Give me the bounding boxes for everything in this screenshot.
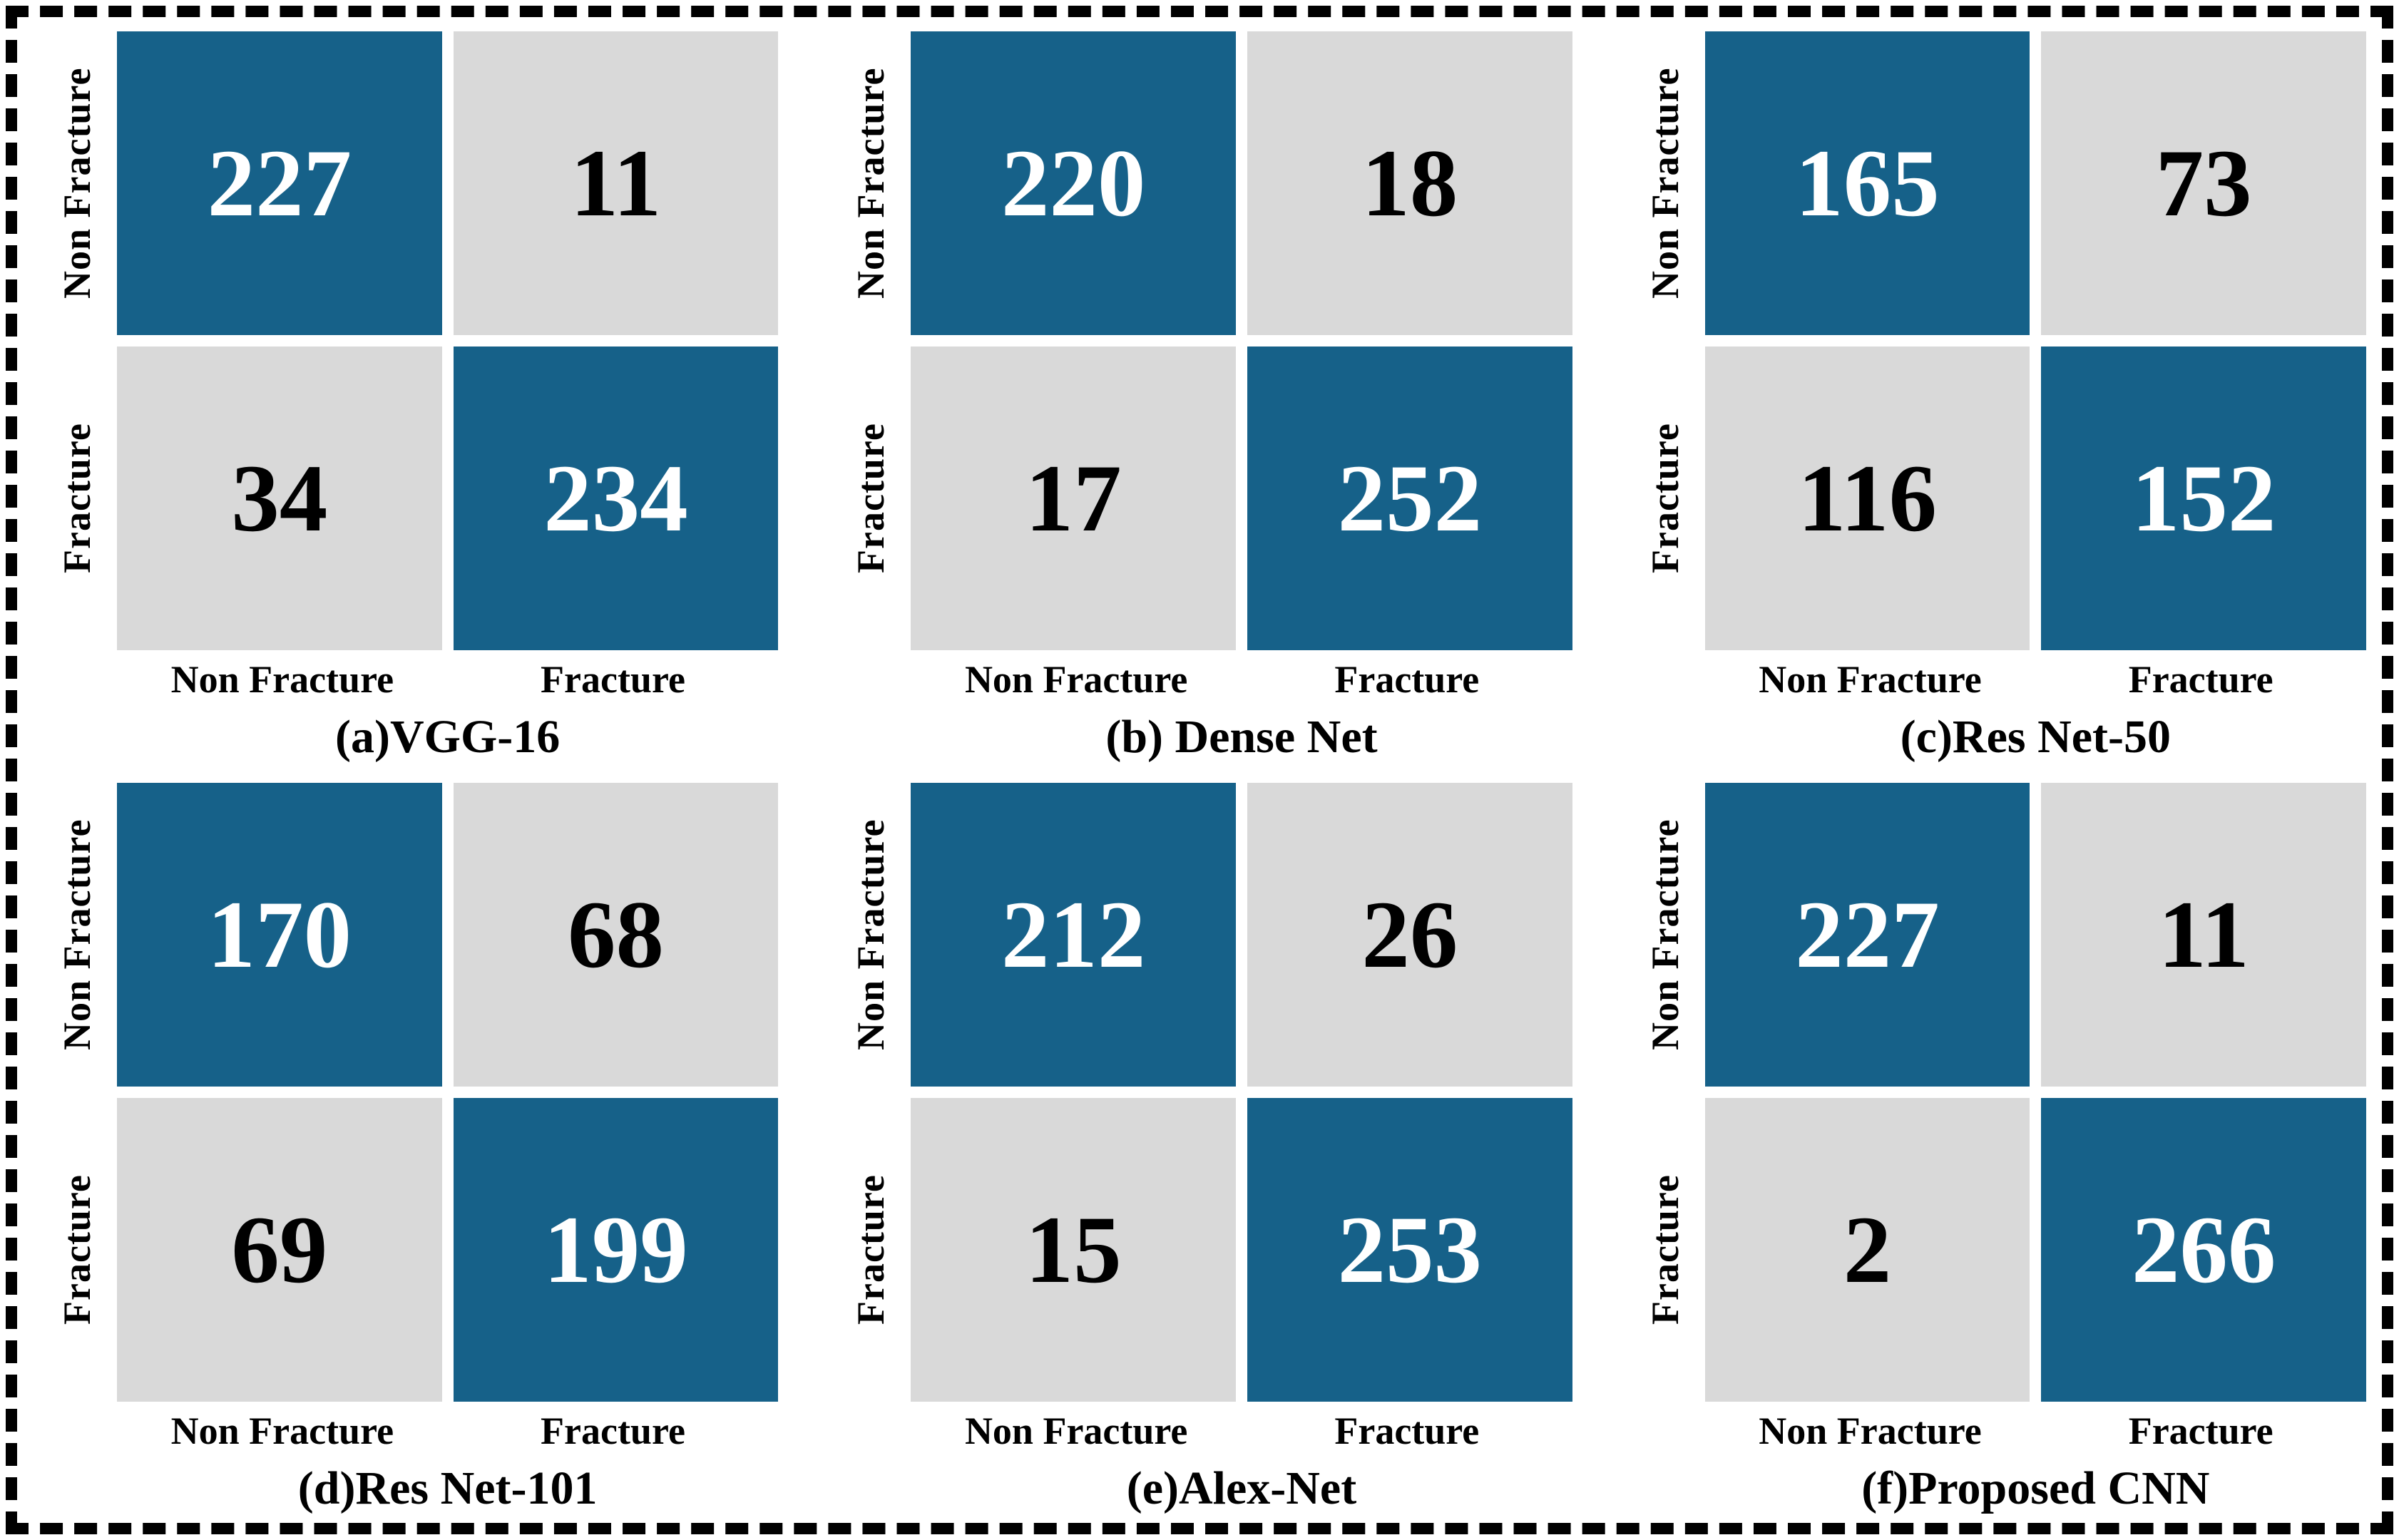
matrix-cell-true-non-fracture: 227 [1704,783,2030,1087]
matrix-cell-false-fracture: 11 [2041,783,2366,1087]
panel-proposed-cnn: Non Fracture Fracture 227 11 2 266 Non F… [1625,783,2366,1516]
panel-resnet50: Non Fracture Fracture 165 73 116 152 Non… [1625,31,2366,764]
panel-densenet: Non Fracture Fracture 220 18 17 252 Non … [831,31,1572,764]
matrix-cell-true-fracture: 234 [453,346,779,650]
matrix-cell-true-fracture: 199 [453,1098,779,1402]
row-label-non-fracture: Non Fracture [1643,67,1687,299]
matrix-cell-true-fracture: 152 [2041,346,2366,650]
col-label-fracture: Fracture [1334,1410,1480,1452]
row-label-non-fracture: Non Fracture [849,818,893,1051]
row-labels: Non Fracture Fracture [1625,783,1705,1402]
confusion-matrix: 227 11 2 266 [1704,783,2366,1402]
row-label-fracture: Fracture [1643,1174,1687,1325]
matrix-cell-false-fracture: 73 [2041,31,2366,335]
row-label-non-fracture: Non Fracture [56,818,98,1051]
panel-vgg16: Non Fracture Fracture 227 11 34 234 Non … [37,31,779,764]
confusion-matrix: 212 26 15 253 [911,783,1572,1402]
matrix-cell-false-fracture: 26 [1247,783,1572,1087]
matrix-cell-false-fracture: 68 [453,783,779,1087]
col-label-non-fracture: Non Fracture [1759,658,1982,701]
matrix-cell-false-non-fracture: 15 [911,1098,1236,1402]
panel-caption: (a)VGG-16 [335,711,561,763]
panels-grid: Non Fracture Fracture 227 11 34 234 Non … [37,31,2366,1516]
matrix-cell-false-non-fracture: 69 [117,1098,442,1402]
confusion-matrix: 227 11 34 234 [117,31,779,650]
row-labels: Non Fracture Fracture [1625,31,1705,650]
col-label-fracture: Fracture [541,658,685,701]
matrix-cell-false-non-fracture: 116 [1704,346,2030,650]
panel-caption: (f)Proposed CNN [1861,1462,2210,1514]
matrix-cell-true-non-fracture: 227 [117,31,442,335]
matrix-cell-true-non-fracture: 220 [911,31,1236,335]
matrix-cell-false-non-fracture: 2 [1704,1098,2030,1402]
confusion-matrix: 165 73 116 152 [1704,31,2366,650]
panel-caption: (c)Res Net-50 [1900,711,2171,763]
matrix-cell-false-fracture: 18 [1247,31,1572,335]
row-label-fracture: Fracture [56,423,98,574]
row-label-non-fracture: Non Fracture [56,67,98,299]
row-label-non-fracture: Non Fracture [849,67,893,299]
row-label-fracture: Fracture [56,1174,98,1325]
col-label-fracture: Fracture [541,1410,685,1452]
column-labels: Non Fracture Fracture [911,650,1572,702]
row-label-non-fracture: Non Fracture [1643,818,1687,1051]
panel-caption: (d)Res Net-101 [297,1462,598,1514]
row-labels: Non Fracture Fracture [37,783,117,1402]
confusion-matrix: 220 18 17 252 [911,31,1572,650]
panel-resnet101: Non Fracture Fracture 170 68 69 199 Non … [37,783,779,1516]
column-labels: Non Fracture Fracture [1705,1402,2366,1453]
column-labels: Non Fracture Fracture [117,1402,778,1453]
column-labels: Non Fracture Fracture [117,650,778,702]
matrix-cell-false-non-fracture: 17 [911,346,1236,650]
confusion-matrix: 170 68 69 199 [117,783,779,1402]
row-label-fracture: Fracture [849,423,893,574]
matrix-cell-true-fracture: 253 [1247,1098,1572,1402]
col-label-non-fracture: Non Fracture [1759,1410,1982,1452]
matrix-cell-true-non-fracture: 212 [911,783,1236,1087]
col-label-fracture: Fracture [1334,658,1480,701]
matrix-cell-true-fracture: 252 [1247,346,1572,650]
matrix-cell-false-fracture: 11 [453,31,779,335]
matrix-cell-false-non-fracture: 34 [117,346,442,650]
col-label-non-fracture: Non Fracture [170,1410,394,1452]
matrix-cell-true-non-fracture: 170 [117,783,442,1087]
column-labels: Non Fracture Fracture [1705,650,2366,702]
col-label-non-fracture: Non Fracture [170,658,394,701]
panel-alexnet: Non Fracture Fracture 212 26 15 253 Non … [831,783,1572,1516]
col-label-fracture: Fracture [2128,1410,2273,1452]
column-labels: Non Fracture Fracture [911,1402,1572,1453]
panel-caption: (e)Alex-Net [1126,1462,1357,1514]
row-label-fracture: Fracture [849,1174,893,1325]
row-labels: Non Fracture Fracture [37,31,117,650]
matrix-cell-true-fracture: 266 [2041,1098,2366,1402]
row-labels: Non Fracture Fracture [831,31,911,650]
col-label-fracture: Fracture [2128,658,2273,701]
row-labels: Non Fracture Fracture [831,783,911,1402]
matrix-cell-true-non-fracture: 165 [1704,31,2030,335]
col-label-non-fracture: Non Fracture [964,1410,1188,1452]
col-label-non-fracture: Non Fracture [964,658,1188,701]
row-label-fracture: Fracture [1643,423,1687,574]
panel-caption: (b) Dense Net [1105,711,1378,763]
